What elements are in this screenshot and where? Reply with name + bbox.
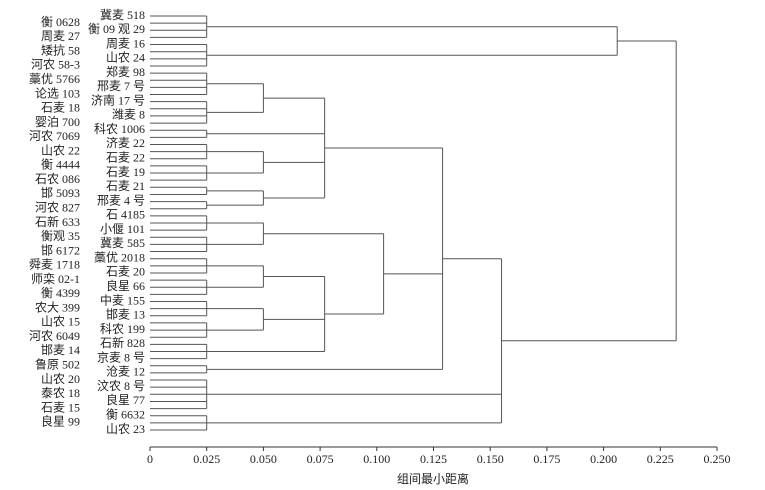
leaf-label: 师栾 02-1 <box>31 271 80 286</box>
x-tick-label: 0 <box>147 452 153 466</box>
leaf-label: 冀麦 518 <box>100 8 145 22</box>
leaf-label: 石麦 22 <box>106 151 145 165</box>
leaf-label: 郑麦 98 <box>106 64 145 79</box>
leaf-label: 石麦 21 <box>106 179 145 193</box>
leaf-label: 石麦 18 <box>41 101 80 115</box>
leaf-label: 鲁原 502 <box>35 358 80 372</box>
leaf-label: 河农 6049 <box>29 329 80 343</box>
leaf-label: 良星 77 <box>106 392 145 407</box>
x-tick-label: 0.075 <box>307 452 334 466</box>
leaf-label: 科农 199 <box>100 322 145 336</box>
leaf-label: 石 4185 <box>106 208 145 222</box>
leaf-label: 矮抗 58 <box>41 42 80 57</box>
leaf-label: 石麦 19 <box>106 165 145 179</box>
leaf-label: 汶农 8 号 <box>97 378 145 393</box>
leaf-label: 石麦 20 <box>106 265 145 279</box>
leaf-label: 邢麦 7 号 <box>97 79 145 93</box>
leaf-label: 山农 23 <box>106 422 145 436</box>
leaf-label: 山农 15 <box>41 315 80 329</box>
leaf-label: 邯麦 13 <box>106 307 145 322</box>
leaf-label: 良星 66 <box>106 278 145 293</box>
leaf-label: 良星 99 <box>41 414 80 429</box>
x-tick-label: 0.050 <box>250 452 277 466</box>
leaf-label: 农大 399 <box>35 300 80 314</box>
leaf-label: 藁优 5766 <box>29 72 80 86</box>
leaf-label: 邯 6172 <box>41 242 80 257</box>
leaf-label: 小偃 101 <box>100 221 145 236</box>
leaf-label: 石新 633 <box>35 214 80 229</box>
leaf-label: 沧麦 12 <box>106 364 145 379</box>
x-tick-label: 0.225 <box>647 452 674 466</box>
x-tick-label: 0.125 <box>420 452 447 466</box>
leaf-label: 衡 6632 <box>106 407 145 421</box>
leaf-label: 石新 828 <box>100 335 145 350</box>
leaf-label: 京麦 8 号 <box>97 350 145 364</box>
leaf-label: 周麦 16 <box>106 36 145 50</box>
leaf-label: 邯 5093 <box>41 185 80 200</box>
leaf-label: 潍麦 8 <box>112 108 145 122</box>
x-axis-label: 组间最小距离 <box>397 471 469 486</box>
leaf-label: 衡 09 观 29 <box>88 22 145 36</box>
x-tick-label: 0.200 <box>590 452 617 466</box>
leaf-label: 衡 4444 <box>41 158 80 172</box>
leaf-label: 冀麦 585 <box>100 236 145 250</box>
leaf-label: 河农 7069 <box>29 129 80 143</box>
leaf-label: 婴泊 700 <box>35 115 80 129</box>
leaf-label: 河农 827 <box>35 200 80 214</box>
leaf-label: 山农 20 <box>41 372 80 386</box>
leaf-label: 周麦 27 <box>41 29 80 43</box>
leaf-label: 邢麦 4 号 <box>97 193 145 207</box>
leaf-label: 衡 0628 <box>41 15 80 29</box>
x-tick-label: 0.150 <box>477 452 504 466</box>
leaf-label: 石农 086 <box>35 172 80 186</box>
leaf-label: 山农 22 <box>41 143 80 157</box>
leaf-label: 济南 17 号 <box>91 92 145 107</box>
x-tick-label: 0.250 <box>704 452 731 466</box>
x-tick-label: 0.025 <box>193 452 220 466</box>
x-tick-label: 0.100 <box>363 452 390 466</box>
x-tick-label: 0.175 <box>533 452 560 466</box>
leaf-label: 邯麦 14 <box>41 342 80 357</box>
leaf-label: 衡 4399 <box>41 286 80 300</box>
leaf-label: 舜麦 1718 <box>29 257 80 272</box>
leaf-label: 衡观 35 <box>41 229 80 243</box>
leaf-label: 济麦 22 <box>106 135 145 150</box>
leaf-label: 河农 58-3 <box>31 58 80 72</box>
leaf-label: 论选 103 <box>35 86 80 100</box>
leaf-label: 中麦 155 <box>100 292 145 307</box>
leaf-label: 科农 1006 <box>94 122 145 136</box>
leaf-label: 山农 24 <box>106 51 145 65</box>
leaf-label: 石麦 15 <box>41 400 80 414</box>
leaf-label: 泰农 18 <box>41 386 80 400</box>
leaf-label: 藁优 2018 <box>94 250 145 264</box>
